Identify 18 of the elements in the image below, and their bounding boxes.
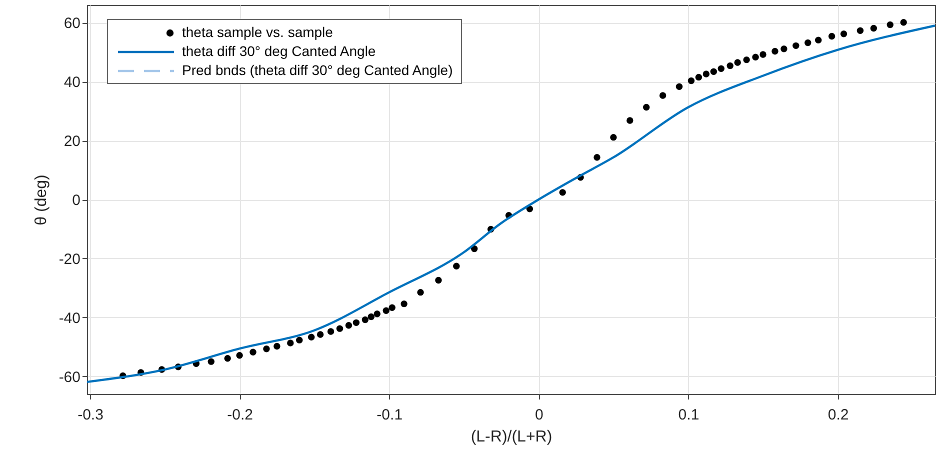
y-tick-label: -40 — [58, 310, 80, 327]
legend-label: theta diff 30° deg Canted Angle — [182, 42, 376, 61]
y-tick-label: -60 — [58, 368, 80, 386]
x-tick-label: 0.2 — [828, 406, 849, 424]
y-tick-label: 20 — [64, 133, 80, 150]
y-tick-label: -20 — [58, 250, 80, 268]
y-tick-label: 60 — [64, 15, 80, 32]
x-tick-label: 0 — [534, 406, 544, 424]
legend-label: Pred bnds (theta diff 30° deg Canted Angle) — [182, 61, 453, 80]
y-axis-title: θ (deg) — [32, 174, 50, 226]
y-tick-label: 0 — [72, 192, 80, 209]
x-tick-label: -0.1 — [376, 406, 403, 424]
y-tick-label: 40 — [64, 74, 80, 92]
legend-label: theta sample vs. sample — [182, 23, 333, 42]
x-tick-label: 0.1 — [678, 406, 700, 424]
x-axis-title: (L-R)/(L+R) — [470, 428, 552, 446]
x-tick-label: -0.3 — [78, 406, 104, 424]
x-tick-label: -0.2 — [227, 406, 253, 424]
